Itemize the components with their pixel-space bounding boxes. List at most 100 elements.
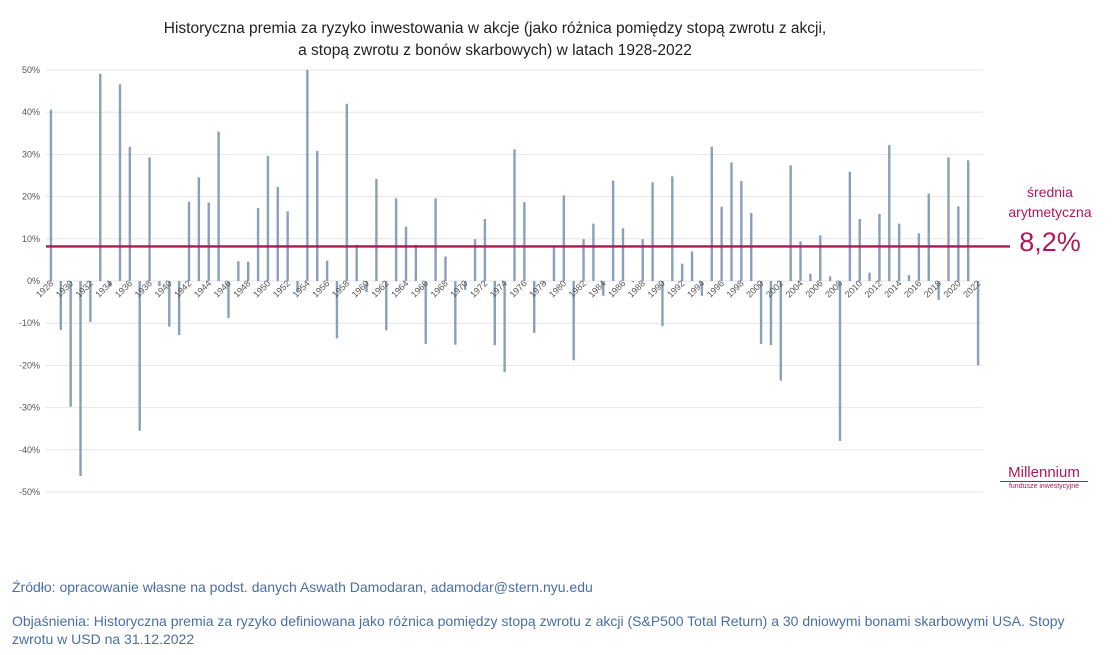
x-tick-label: 1960 [350,278,371,299]
y-tick-label: 30% [22,149,40,159]
bar-1946 [227,281,230,319]
bar-1969 [454,281,457,345]
bar-2021 [967,160,970,281]
bar-1947 [237,261,240,281]
bar-1996 [720,206,723,281]
bar-2015 [907,275,911,281]
x-tick-label: 1946 [212,278,233,299]
x-tick-label: 2012 [863,278,884,299]
x-tick-label: 1986 [606,278,627,299]
bar-1930 [69,281,72,407]
x-tick-label: 1974 [488,278,509,299]
bar-1970 [463,281,467,290]
x-tick-label: 1956 [310,278,331,299]
bar-1931 [79,281,82,476]
x-tick-label: 1996 [705,278,726,299]
x-tick-label: 1984 [586,278,607,299]
bar-1928 [49,109,53,281]
x-tick-label: 2004 [784,278,805,299]
bar-2009 [848,171,852,281]
bar-1980 [562,195,566,281]
bar-2005 [809,273,812,281]
bar-1972 [483,218,487,281]
x-tick-label: 1992 [665,278,686,299]
bar-1960 [365,281,368,292]
x-tick-label: 1978 [527,278,548,299]
bar-1945 [217,131,220,281]
bar-2003 [789,165,792,281]
grid-layer [46,69,983,493]
y-tick-label: -40% [19,445,40,455]
x-tick-label: 1940 [152,278,173,299]
bar-1964 [404,226,408,281]
bar-2013 [888,145,891,281]
x-tick-label: 1968 [429,278,450,299]
x-tick-label: 2008 [823,278,844,299]
x-tick-label: 1998 [725,278,746,299]
bar-2014 [897,223,901,281]
x-tick-label: 2006 [803,278,824,299]
bar-2006 [819,235,822,281]
x-tick-label: 1934 [93,278,114,299]
bar-2018 [937,281,940,300]
source-note: Źródło: opracowanie własne na podst. dan… [12,579,593,595]
bar-1995 [710,146,713,281]
x-tick-label: 1972 [468,278,489,299]
bar-1951 [276,186,279,281]
x-tick-label: 1994 [685,278,706,299]
bar-2022 [976,281,980,366]
bar-1929 [59,281,62,330]
y-axis-labels: 50% 40% 30% 20% 10% 0% -10% -20% -30% -40% -50% [19,65,40,497]
y-tick-label: 40% [22,107,40,117]
bar-1988 [641,239,644,281]
bar-1997 [730,162,733,281]
x-tick-label: 1962 [369,278,390,299]
bar-1984 [602,281,605,296]
bar-1990 [661,281,664,327]
millennium-logo: Millennium fundusze inwestycyjne [998,464,1090,491]
y-tick-label: 10% [22,234,40,244]
x-tick-label: 1982 [567,278,588,299]
bar-1940 [168,281,171,327]
bar-1932 [89,281,92,322]
bar-1935 [118,84,122,282]
x-tick-label: 1950 [251,278,272,299]
bar-2016 [917,233,921,281]
y-tick-label: -10% [19,318,40,328]
bar-1977 [533,281,536,333]
explanation-note: Objaśnienia: Historyczna premia za ryzyk… [12,613,1065,647]
bar-1950 [266,156,270,281]
x-tick-label: 1938 [133,278,154,299]
logo-name: Millennium [1008,464,1080,481]
x-tick-label: 1942 [172,278,193,299]
bar-1975 [513,149,516,281]
bar-1976 [523,202,526,281]
x-tick-label: 2010 [843,278,864,299]
bar-1967 [434,198,437,281]
bar-2017 [927,193,930,281]
x-tick-label: 2016 [902,278,923,299]
logo-tagline: fundusze inwestycyjne [1008,483,1080,490]
bar-1956 [325,260,329,281]
bar-1978 [542,281,546,284]
x-tick-label: 1930 [54,278,75,299]
average-label-line-1: średnia [1027,184,1073,200]
chart-title-line-2: a stopą zwrotu z bonów skarbowych) w lat… [298,42,692,59]
bar-1962 [385,281,388,331]
bar-1941 [177,281,181,336]
bar-1955 [316,151,319,281]
average-annotation: średnia arytmetyczna 8,2% [990,182,1110,260]
x-tick-label: 2022 [961,278,982,299]
bar-1968 [444,256,447,281]
bar-1986 [621,228,625,281]
x-tick-label: 1936 [113,278,134,299]
bar-2007 [828,276,832,281]
x-tick-label: 2002 [764,278,785,299]
x-tick-label: 1966 [409,278,430,299]
average-label-line-2: arytmetyczna [1008,204,1092,220]
bar-1957 [335,281,339,339]
bar-1994 [700,281,704,296]
chart-title-line-1: Historyczna premia za ryzyko inwestowani… [163,20,827,37]
bar-1979 [552,246,556,281]
y-tick-label: -20% [19,360,40,370]
